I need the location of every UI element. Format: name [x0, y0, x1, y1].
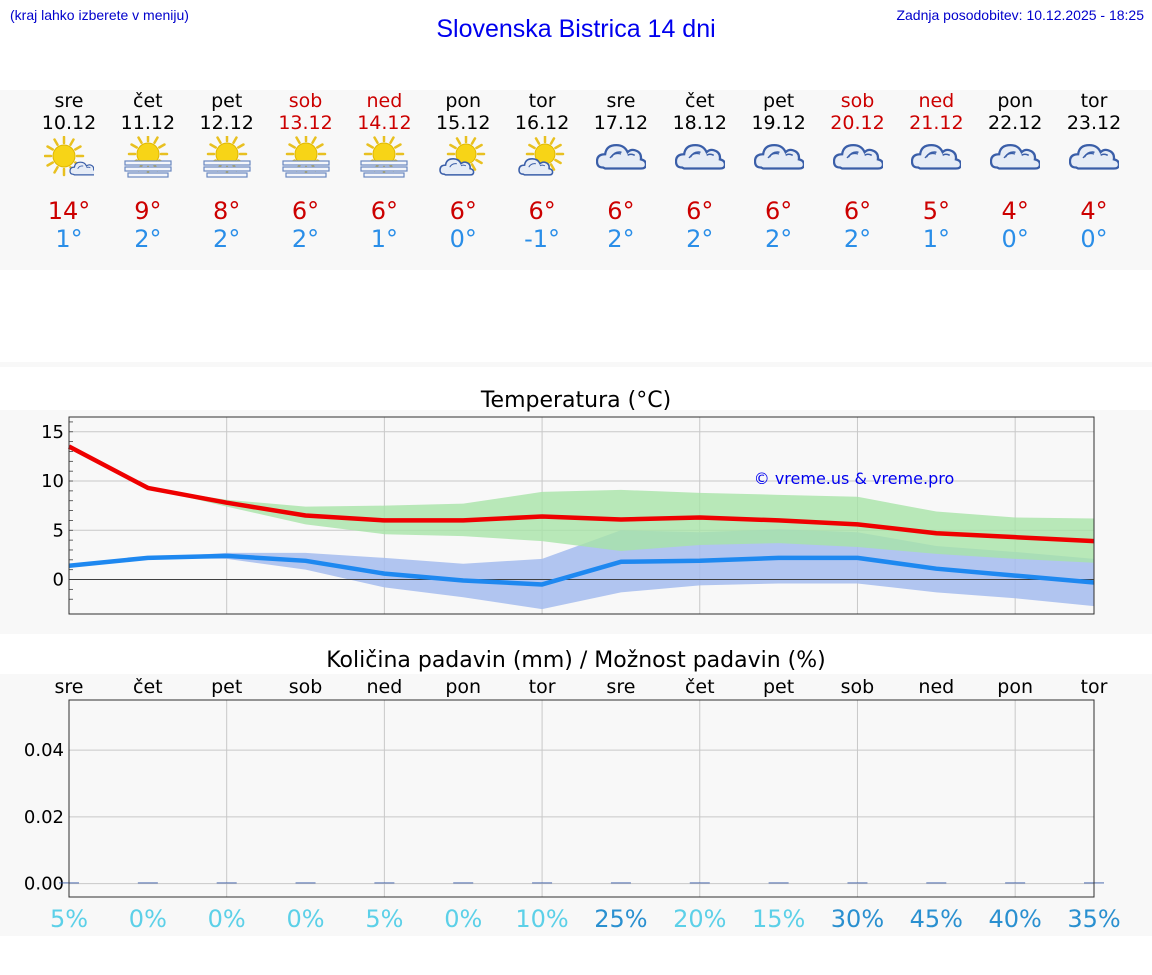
page-title: Slovenska Bistrica 14 dni [436, 15, 716, 43]
day-date: 14.12 [357, 112, 412, 134]
partly-cloudy-icon [438, 134, 488, 182]
min-temperature: 2° [686, 225, 714, 253]
sun-cloud-icon [43, 135, 98, 182]
day-date: 17.12 [593, 112, 649, 134]
day-name: sob [288, 90, 323, 112]
day-date: 22.12 [987, 112, 1043, 134]
day-name: pet [211, 90, 243, 112]
last-updated: Zadnja posodobitev: 10.12.2025 - 18:25 [896, 7, 1144, 23]
sun-fog-icon [123, 133, 173, 182]
max-temperature: 6° [449, 197, 477, 225]
day-date: 23.12 [1066, 112, 1122, 134]
day-name: pon [997, 90, 1034, 112]
day-name: pet [763, 90, 795, 112]
day-name: tor [1080, 90, 1108, 112]
temperature-chart-title: Temperatura (°C) [480, 388, 672, 413]
sun-fog-icon [202, 133, 252, 182]
cloudy-icon [1068, 136, 1121, 182]
min-temperature: 1° [922, 225, 950, 253]
min-temperature: 1° [55, 225, 83, 253]
day-name: tor [528, 90, 556, 112]
min-temperature: 2° [213, 225, 241, 253]
day-name: sre [54, 90, 84, 112]
cloudy-icon [911, 136, 963, 182]
max-temperature: 6° [291, 197, 320, 225]
min-temperature: -1° [524, 225, 561, 253]
sun-fog-icon [281, 133, 331, 182]
temperature-band [0, 410, 1152, 634]
day-name: ned [366, 90, 403, 112]
max-temperature: 6° [370, 197, 399, 225]
max-temperature: 5° [922, 197, 950, 225]
day-name: sob [840, 90, 875, 112]
min-temperature: 0° [1001, 225, 1029, 253]
max-temperature: 6° [528, 197, 556, 225]
day-name: ned [918, 90, 955, 112]
min-temperature: 2° [607, 225, 635, 253]
max-temperature: 8° [213, 197, 241, 225]
day-date: 12.12 [199, 112, 254, 134]
max-temperature: 6° [843, 197, 872, 225]
cloudy-icon [990, 136, 1042, 182]
spacer-band [0, 362, 1152, 367]
day-date: 15.12 [436, 112, 491, 134]
day-name: sre [606, 90, 636, 112]
min-temperature: 0° [1080, 225, 1108, 253]
header-hint: (kraj lahko izberete v meniju) [10, 7, 189, 23]
day-name: čet [685, 90, 715, 112]
max-temperature: 9° [134, 197, 162, 225]
sun-fog-icon [359, 133, 409, 182]
day-date: 16.12 [514, 112, 570, 134]
cloudy-icon [674, 136, 726, 182]
cloudy-icon [832, 136, 884, 182]
min-temperature: 2° [134, 225, 162, 253]
day-date: 19.12 [751, 112, 806, 134]
day-date: 10.12 [41, 112, 97, 134]
max-temperature: 4° [1001, 197, 1029, 225]
max-temperature: 6° [607, 197, 635, 225]
cloudy-icon [753, 136, 805, 182]
day-name: čet [133, 90, 163, 112]
forecast-band [0, 90, 1152, 270]
min-temperature: 0° [449, 225, 477, 253]
day-date: 21.12 [909, 112, 964, 134]
max-temperature: 6° [765, 197, 793, 225]
precip-chart-title: Količina padavin (mm) / Možnost padavin … [326, 648, 826, 673]
day-date: 13.12 [278, 112, 333, 134]
day-date: 20.12 [830, 112, 885, 134]
day-name: pon [445, 90, 482, 112]
max-temperature: 6° [686, 197, 714, 225]
max-temperature: 14° [47, 197, 91, 225]
day-date: 11.12 [120, 112, 176, 134]
min-temperature: 1° [370, 225, 399, 253]
cloudy-icon [595, 136, 648, 182]
max-temperature: 4° [1080, 197, 1108, 225]
min-temperature: 2° [765, 225, 793, 253]
partly-cloudy-icon [517, 134, 567, 182]
day-date: 18.12 [672, 112, 727, 134]
precip-band [0, 674, 1152, 936]
min-temperature: 2° [843, 225, 872, 253]
min-temperature: 2° [291, 225, 320, 253]
